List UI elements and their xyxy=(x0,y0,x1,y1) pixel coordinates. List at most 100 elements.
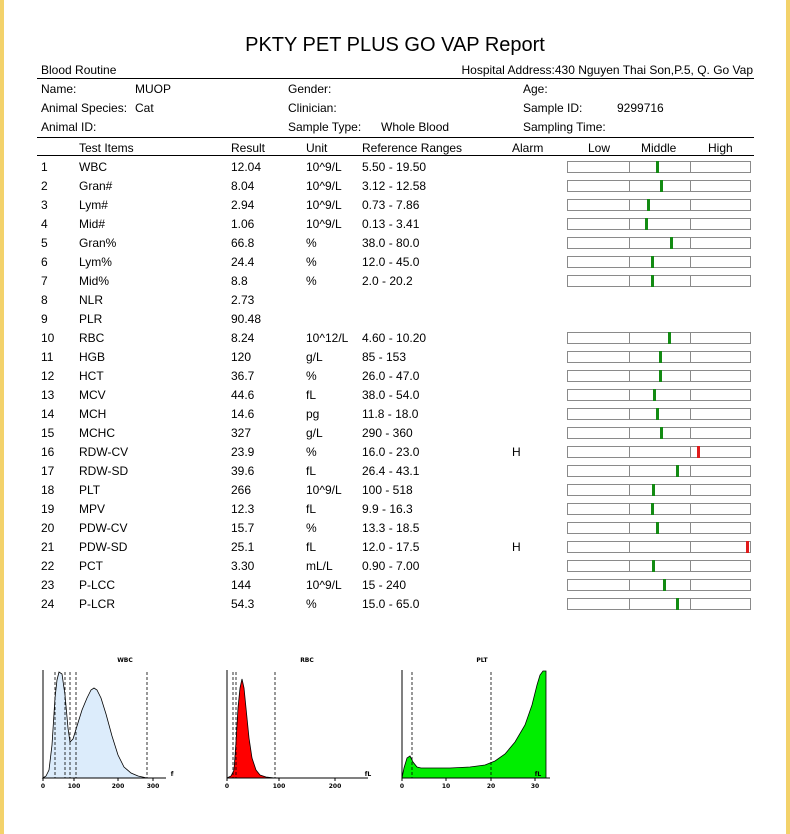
range-marker xyxy=(645,218,649,230)
row-result: 2.73 xyxy=(231,293,255,307)
x-tick-label: 100 xyxy=(273,783,286,790)
range-marker xyxy=(650,503,654,515)
row-number: 6 xyxy=(41,255,48,269)
x-axis-unit: fL xyxy=(171,771,174,778)
range-bar xyxy=(567,332,751,344)
row-number: 5 xyxy=(41,236,48,250)
range-marker xyxy=(746,541,749,553)
range-bar-divider xyxy=(690,447,691,457)
row-number: 21 xyxy=(41,540,55,554)
row-test-item: HGB xyxy=(79,350,106,364)
row-unit: fL xyxy=(306,502,317,516)
range-marker xyxy=(660,427,664,439)
row-result: 36.7 xyxy=(231,369,255,383)
x-tick-label: 10 xyxy=(442,783,450,790)
range-bar-divider xyxy=(690,599,691,609)
row-number: 23 xyxy=(41,578,55,592)
range-bar xyxy=(567,522,751,534)
range-marker xyxy=(653,389,657,401)
header-test-items: Test Items xyxy=(79,141,134,155)
range-bar xyxy=(567,218,751,230)
page-edge-right xyxy=(786,0,790,834)
range-marker xyxy=(669,237,673,249)
row-unit: 10^9/L xyxy=(306,578,342,592)
row-reference: 38.0 - 80.0 xyxy=(362,236,420,250)
row-number: 14 xyxy=(41,407,55,421)
row-test-item: PLT xyxy=(79,483,101,497)
histogram-title: PLT xyxy=(476,657,488,664)
row-reference: 16.0 - 23.0 xyxy=(362,445,420,459)
row-number: 8 xyxy=(41,293,48,307)
x-tick-label: 0 xyxy=(41,783,45,790)
range-bar-divider xyxy=(690,162,691,172)
range-marker xyxy=(659,180,663,192)
range-bar-divider xyxy=(690,219,691,229)
age-label: Age: xyxy=(523,82,548,96)
row-number: 13 xyxy=(41,388,55,402)
row-unit: g/L xyxy=(306,350,323,364)
histogram-curve xyxy=(401,670,547,779)
row-number: 10 xyxy=(41,331,55,345)
row-test-item: RDW-SD xyxy=(79,464,129,478)
header-middle: Middle xyxy=(641,141,677,155)
range-marker xyxy=(655,408,659,420)
range-marker xyxy=(656,161,660,173)
row-number: 3 xyxy=(41,198,48,212)
range-bar xyxy=(567,275,751,287)
range-bar xyxy=(567,484,751,496)
range-bar-divider xyxy=(629,333,630,343)
range-marker xyxy=(659,370,663,382)
row-unit: mL/L xyxy=(306,559,333,573)
row-reference: 85 - 153 xyxy=(362,350,407,364)
range-bar-divider xyxy=(690,542,691,552)
row-test-item: P-LCR xyxy=(79,597,116,611)
range-bar-divider xyxy=(629,599,630,609)
row-number: 18 xyxy=(41,483,55,497)
range-bar xyxy=(567,465,751,477)
row-number: 7 xyxy=(41,274,48,288)
range-bar xyxy=(567,351,751,363)
range-bar xyxy=(567,237,751,249)
row-result: 39.6 xyxy=(231,464,255,478)
range-bar-divider xyxy=(629,580,630,590)
row-reference: 2.0 - 20.2 xyxy=(362,274,413,288)
header-high: High xyxy=(708,141,733,155)
x-tick-label: 20 xyxy=(487,783,495,790)
range-bar-divider xyxy=(629,238,630,248)
range-bar-divider xyxy=(690,561,691,571)
section-title: Blood Routine xyxy=(41,63,117,77)
row-reference: 15.0 - 65.0 xyxy=(362,597,420,611)
row-result: 8.04 xyxy=(231,179,255,193)
range-marker xyxy=(662,579,666,591)
wbc-histogram: WBC 0 100 200 300 fL xyxy=(41,657,174,790)
row-unit: % xyxy=(306,236,317,250)
range-bar-divider xyxy=(690,466,691,476)
x-axis-unit: fL xyxy=(535,771,542,778)
x-tick-label: 200 xyxy=(112,783,125,790)
row-result: 12.04 xyxy=(231,160,262,174)
range-bar xyxy=(567,199,751,211)
range-bar-divider xyxy=(629,542,630,552)
row-number: 15 xyxy=(41,426,55,440)
row-test-item: MCV xyxy=(79,388,106,402)
row-test-item: HCT xyxy=(79,369,104,383)
range-bar-divider xyxy=(690,181,691,191)
row-result: 54.3 xyxy=(231,597,255,611)
plt-histogram: PLT 0 10 20 30 fL xyxy=(400,657,550,790)
histogram-curve xyxy=(41,671,148,779)
range-bar-divider xyxy=(690,390,691,400)
row-reference: 13.3 - 18.5 xyxy=(362,521,420,535)
row-number: 1 xyxy=(41,160,48,174)
row-test-item: NLR xyxy=(79,293,104,307)
row-number: 12 xyxy=(41,369,55,383)
row-result: 90.48 xyxy=(231,312,262,326)
range-bar xyxy=(567,161,751,173)
row-result: 23.9 xyxy=(231,445,255,459)
range-bar-divider xyxy=(690,352,691,362)
row-unit: 10^9/L xyxy=(306,179,342,193)
row-number: 4 xyxy=(41,217,48,231)
range-bar xyxy=(567,560,751,572)
range-bar-divider xyxy=(690,504,691,514)
row-test-item: Mid% xyxy=(79,274,110,288)
range-bar-divider xyxy=(690,200,691,210)
